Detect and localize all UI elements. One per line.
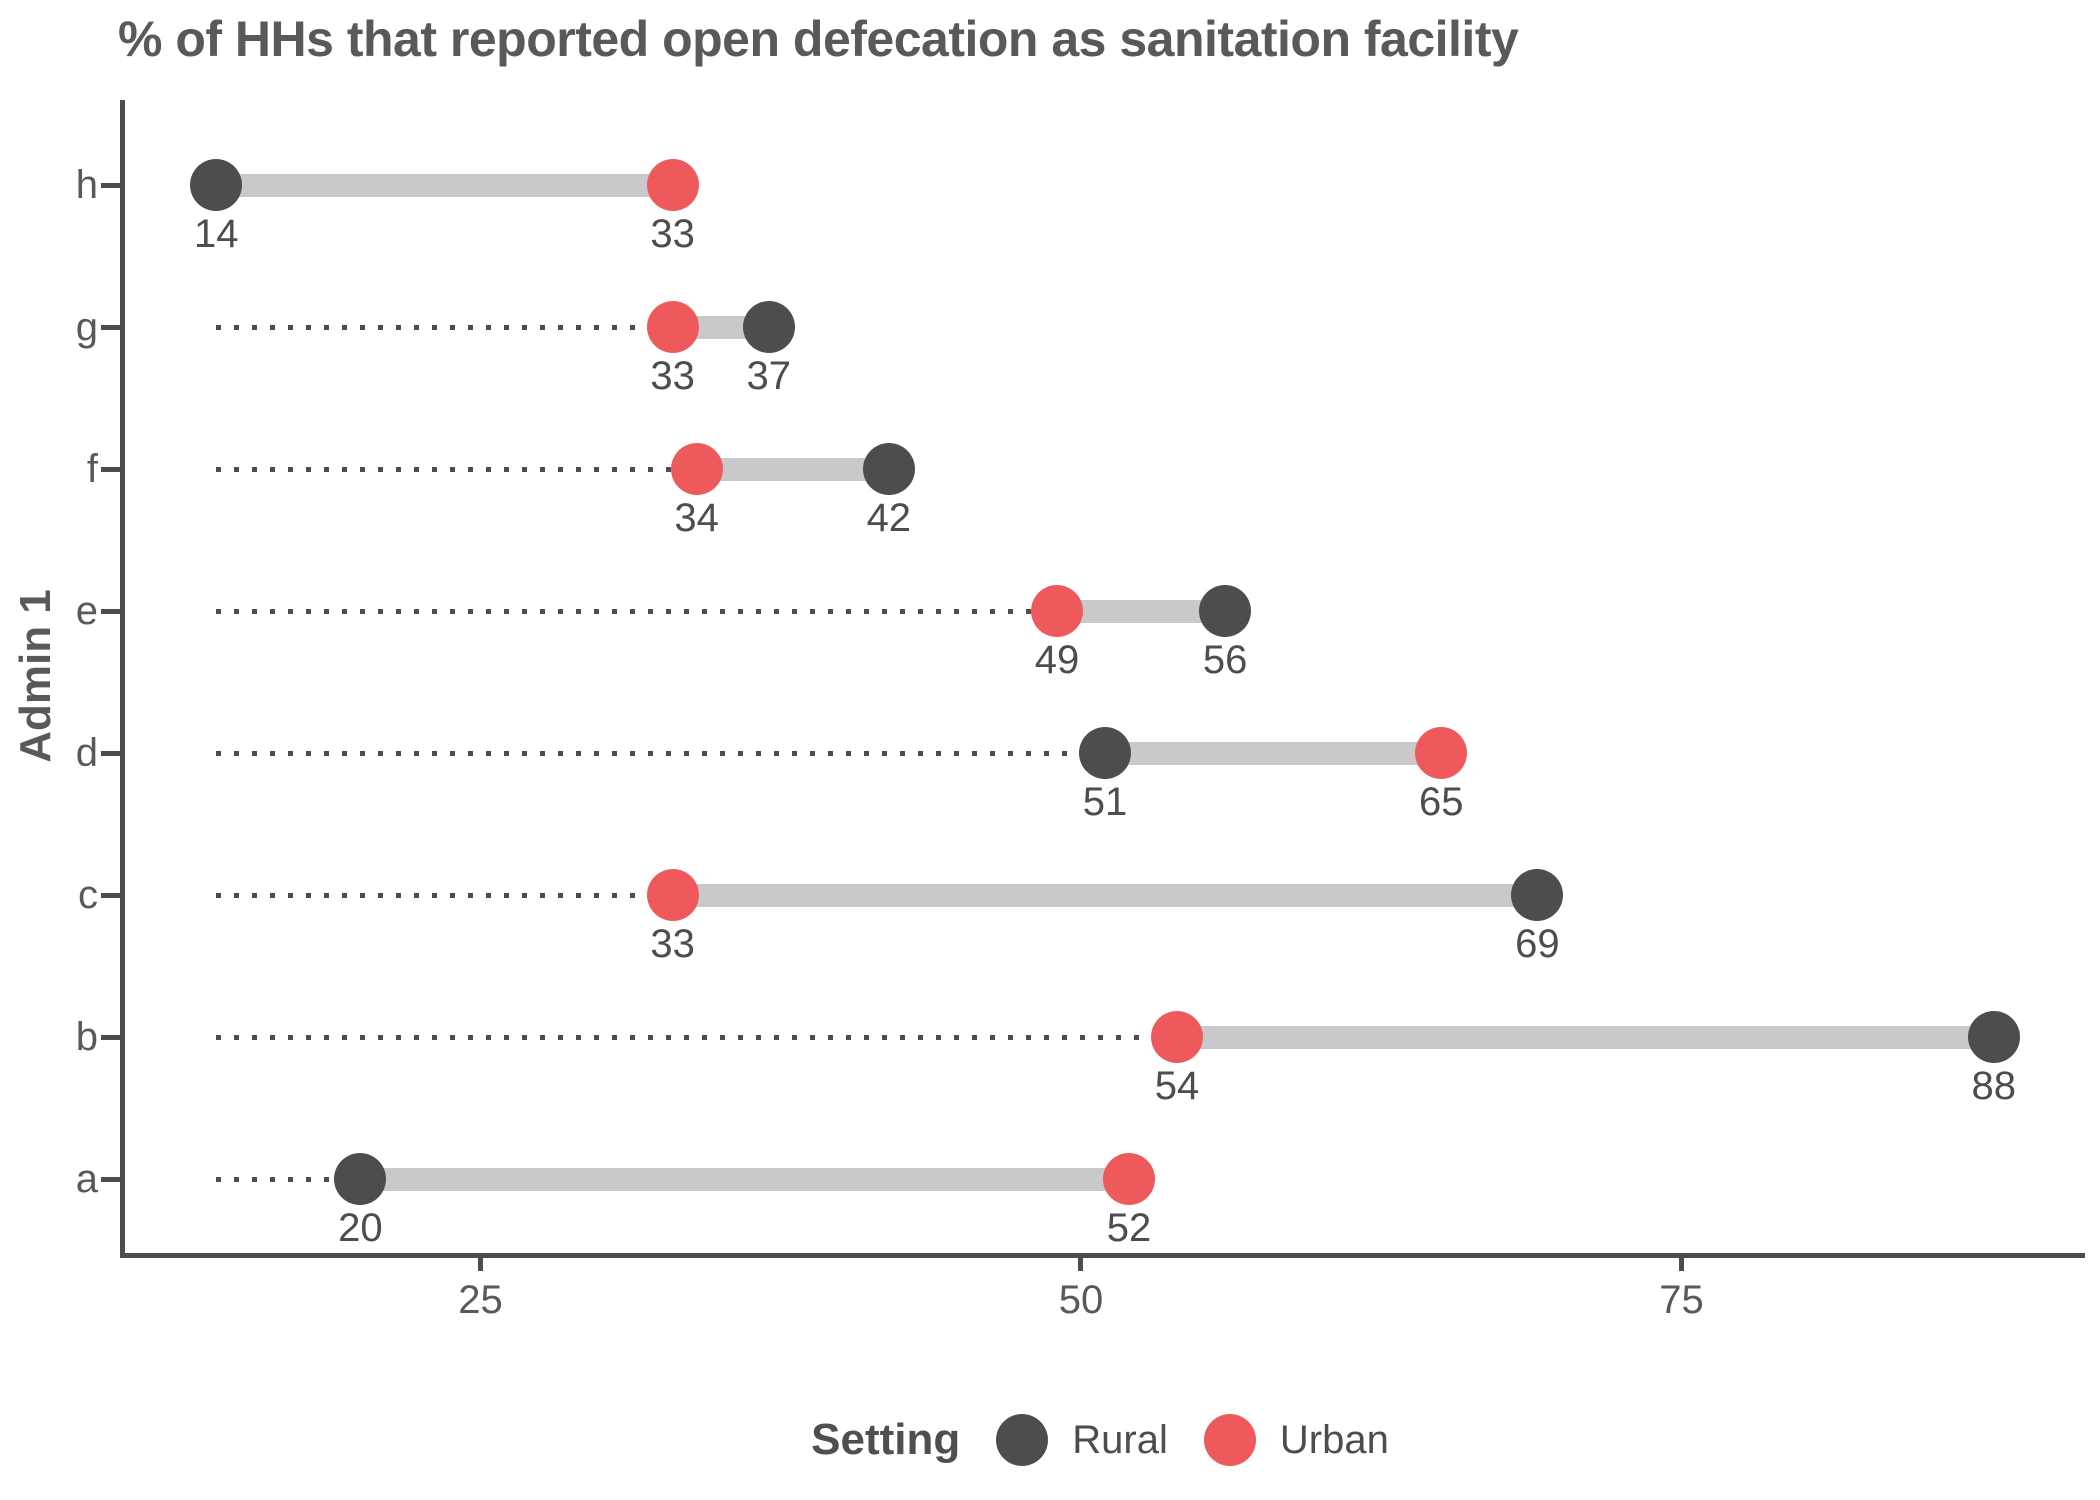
y-axis-tick <box>101 324 120 330</box>
urban-dot <box>646 301 699 353</box>
urban-dot <box>670 443 723 495</box>
rural-dot <box>742 301 795 353</box>
urban-value-label: 34 <box>674 496 719 540</box>
rural-value-label: 69 <box>1515 922 1560 966</box>
y-axis-tick <box>101 1034 120 1040</box>
leader-dotted-line <box>216 892 673 898</box>
urban-dot <box>1030 585 1083 637</box>
rural-value-label: 51 <box>1082 780 1128 824</box>
connector-bar <box>1105 741 1442 765</box>
rural-dot <box>1079 727 1131 779</box>
rural-value-label: 20 <box>338 1206 383 1250</box>
category-tick-label: f <box>86 447 98 491</box>
connector-bar <box>1177 1025 1994 1049</box>
x-axis-tick-label: 25 <box>458 1278 503 1322</box>
rural-value-label: 37 <box>746 354 791 398</box>
y-axis-tick <box>101 182 120 188</box>
urban-dot-icon <box>1203 1414 1256 1466</box>
y-axis-tick <box>101 1176 120 1182</box>
rural-value-label: 88 <box>1971 1064 2016 1108</box>
rural-dot <box>1199 585 1252 637</box>
x-axis-tick <box>1678 1258 1684 1271</box>
urban-dot <box>1415 727 1468 779</box>
rural-dot <box>862 443 915 495</box>
connector-bar <box>360 1167 1130 1191</box>
y-axis-tick <box>101 466 120 472</box>
leader-dotted-line <box>216 608 1057 614</box>
x-axis-tick <box>1078 1258 1084 1271</box>
chart-title: % of HHs that reported open defecation a… <box>118 11 1519 67</box>
rural-dot <box>334 1153 387 1205</box>
urban-dot <box>1103 1153 1156 1205</box>
connector-bar <box>696 457 889 481</box>
legend-label-rural: Rural <box>1072 1417 1168 1462</box>
category-tick-label: b <box>75 1015 98 1059</box>
rural-dot-icon <box>996 1414 1049 1466</box>
urban-value-label: 33 <box>650 922 695 966</box>
category-tick-label: a <box>75 1157 98 1201</box>
category-tick-label: h <box>75 163 98 207</box>
connector-bar <box>1056 599 1226 623</box>
urban-value-label: 49 <box>1034 638 1080 682</box>
category-tick-label: d <box>75 731 98 775</box>
rural-dot <box>1967 1011 2020 1063</box>
y-axis-tick <box>101 750 120 756</box>
rural-dot <box>190 159 243 211</box>
plot-area: h 14 33 g 37 33 f 42 34 e 56 49 d 51 65 c 69 33 b 88 54 a 20 52… <box>76 100 2085 1322</box>
rural-value-label: 42 <box>866 496 912 540</box>
urban-value-label: 33 <box>650 212 695 256</box>
urban-dot <box>646 869 699 921</box>
x-axis-tick-label: 75 <box>1659 1278 1704 1322</box>
leader-dotted-line <box>216 324 673 330</box>
x-axis-tick-label: 50 <box>1058 1278 1104 1322</box>
legend: Setting Rural Urban <box>120 1392 2080 1488</box>
legend-title: Setting <box>811 1415 961 1464</box>
urban-value-label: 54 <box>1154 1064 1200 1108</box>
urban-value-label: 52 <box>1106 1206 1152 1250</box>
x-axis-tick <box>477 1258 483 1271</box>
leader-dotted-line <box>216 1176 361 1182</box>
urban-value-label: 65 <box>1419 780 1464 824</box>
y-axis-tick <box>101 892 120 898</box>
legend-item-urban: Urban <box>1203 1414 1389 1466</box>
leader-dotted-line <box>216 1034 1178 1040</box>
connector-bar <box>672 883 1538 907</box>
urban-value-label: 33 <box>650 354 695 398</box>
category-tick-label: e <box>75 589 98 633</box>
rural-dot <box>1511 869 1564 921</box>
leader-dotted-line <box>216 466 697 472</box>
legend-item-rural: Rural <box>996 1414 1168 1466</box>
category-tick-label: g <box>75 305 98 349</box>
connector-bar <box>216 173 673 197</box>
rural-value-label: 14 <box>194 212 239 256</box>
leader-dotted-line <box>216 750 1105 756</box>
y-axis-tick <box>101 608 120 614</box>
category-tick-label: c <box>78 873 98 917</box>
urban-dot <box>1151 1011 1204 1063</box>
urban-dot <box>646 159 699 211</box>
rural-value-label: 56 <box>1202 638 1248 682</box>
legend-label-urban: Urban <box>1279 1417 1389 1462</box>
